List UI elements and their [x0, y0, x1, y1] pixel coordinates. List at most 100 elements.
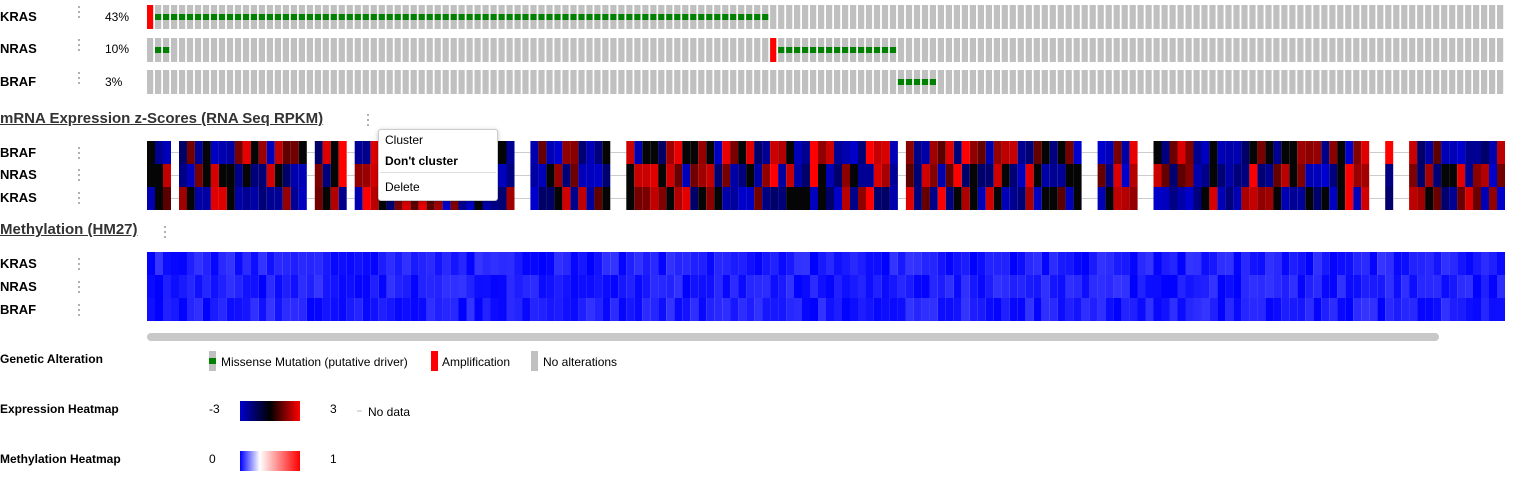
alteration-cell: [434, 70, 441, 94]
expression-cell: [802, 187, 810, 210]
methylation-cell: [610, 275, 619, 298]
mrna-braf-menu-icon[interactable]: [77, 146, 81, 160]
menu-item-cluster[interactable]: Cluster: [385, 133, 424, 147]
methylation-cell: [370, 298, 379, 321]
methylation-cell: [634, 252, 643, 275]
methylation-cell: [818, 275, 826, 298]
methylation-cell: [506, 252, 515, 275]
expression-cell: [690, 141, 699, 164]
expression-cell: [977, 141, 986, 164]
expression-cell: [1417, 141, 1426, 164]
missense-mark: [754, 14, 761, 20]
alteration-cell: [330, 38, 337, 62]
methylation-cell: [1185, 298, 1194, 321]
braf-alteration-track[interactable]: [147, 70, 1505, 94]
alteration-cell: [1137, 38, 1144, 62]
nras-track-menu-icon[interactable]: [77, 38, 81, 52]
alteration-cell: [658, 70, 665, 94]
methylation-cell: [1233, 252, 1242, 275]
alteration-cell: [1481, 5, 1488, 29]
alteration-cell: [762, 70, 769, 94]
meth-braf-menu-icon[interactable]: [77, 303, 81, 317]
alteration-cell: [1217, 70, 1224, 94]
no-data-line: [171, 198, 179, 199]
methylation-cell: [993, 298, 1002, 321]
expression-cell: [1353, 164, 1362, 187]
expression-cell: [985, 187, 994, 210]
alteration-cell: [1473, 38, 1480, 62]
methylation-cell: [426, 298, 435, 321]
methylation-cell: [1425, 298, 1434, 321]
expression-cell: [834, 141, 842, 164]
kras-track-menu-icon[interactable]: [77, 5, 81, 19]
braf-track-menu-icon[interactable]: [77, 71, 81, 85]
methylation-cell: [1177, 252, 1186, 275]
alteration-cell: [778, 5, 785, 29]
no-data-line: [522, 175, 531, 176]
mrna-nras-menu-icon[interactable]: [77, 168, 81, 182]
alteration-cell: [953, 38, 960, 62]
methylation-cell: [530, 298, 539, 321]
legend-methylation-title: Methylation Heatmap: [0, 452, 121, 466]
expression-cell: [626, 164, 635, 187]
alteration-cell: [506, 70, 513, 94]
alteration-cell: [1209, 38, 1216, 62]
expression-cell: [794, 187, 802, 210]
expression-cell: [1121, 141, 1130, 164]
alteration-cell: [1345, 38, 1352, 62]
alteration-cell: [474, 38, 481, 62]
kras-alteration-track[interactable]: [147, 5, 1505, 29]
missense-mark: [426, 14, 433, 20]
expression-cell: [322, 164, 331, 187]
alteration-cell: [945, 38, 952, 62]
methylation-gradient-bar: [240, 451, 300, 471]
methylation-cell: [266, 252, 275, 275]
alteration-cell: [754, 38, 761, 62]
mrna-section-title[interactable]: mRNA Expression z-Scores (RNA Seq RPKM): [0, 110, 324, 127]
methylation-cell: [1377, 252, 1386, 275]
alteration-cell: [714, 38, 721, 62]
alteration-cell: [466, 38, 473, 62]
alteration-cell: [1033, 38, 1040, 62]
methylation-heatmap[interactable]: [147, 252, 1505, 321]
expression-cell: [1329, 141, 1338, 164]
expression-cell: [1185, 187, 1194, 210]
no-data-line: [1137, 152, 1146, 153]
expression-cell: [250, 187, 259, 210]
expression-cell: [1185, 141, 1194, 164]
menu-item-dont-cluster[interactable]: Don't cluster: [385, 154, 458, 168]
methylation-cell: [394, 252, 403, 275]
methylation-cell: [522, 252, 531, 275]
mrna-section-menu-icon[interactable]: [366, 113, 370, 127]
expression-cell: [1049, 187, 1058, 210]
mrna-kras-menu-icon[interactable]: [77, 191, 81, 205]
horizontal-scrollbar[interactable]: [147, 333, 1439, 341]
methylation-cell: [658, 275, 667, 298]
methylation-section-menu-icon[interactable]: [163, 225, 167, 239]
menu-item-delete[interactable]: Delete: [385, 180, 420, 194]
alteration-cell: [1321, 5, 1328, 29]
alteration-cell: [538, 38, 545, 62]
methylation-cell: [1305, 298, 1314, 321]
meth-nras-menu-icon[interactable]: [77, 280, 81, 294]
alteration-cell: [873, 70, 881, 94]
methylation-cell: [666, 275, 675, 298]
alteration-cell: [410, 38, 417, 62]
expression-cell: [282, 164, 291, 187]
methylation-cell: [881, 252, 890, 275]
methylation-section-title[interactable]: Methylation (HM27): [0, 221, 138, 238]
methylation-cell: [194, 275, 203, 298]
methylation-cell: [418, 275, 427, 298]
alteration-cell: [1417, 70, 1424, 94]
alteration-cell: [953, 5, 960, 29]
expression-cell: [266, 187, 275, 210]
expression-cell: [586, 187, 595, 210]
meth-kras-menu-icon[interactable]: [77, 257, 81, 271]
methylation-cell: [322, 298, 331, 321]
mrna-expression-heatmap[interactable]: [147, 141, 1505, 210]
methylation-cell: [538, 252, 547, 275]
methylation-cell: [858, 252, 866, 275]
nras-alteration-track[interactable]: [147, 38, 1505, 62]
missense-mark: [506, 14, 513, 20]
methylation-cell: [1465, 275, 1474, 298]
